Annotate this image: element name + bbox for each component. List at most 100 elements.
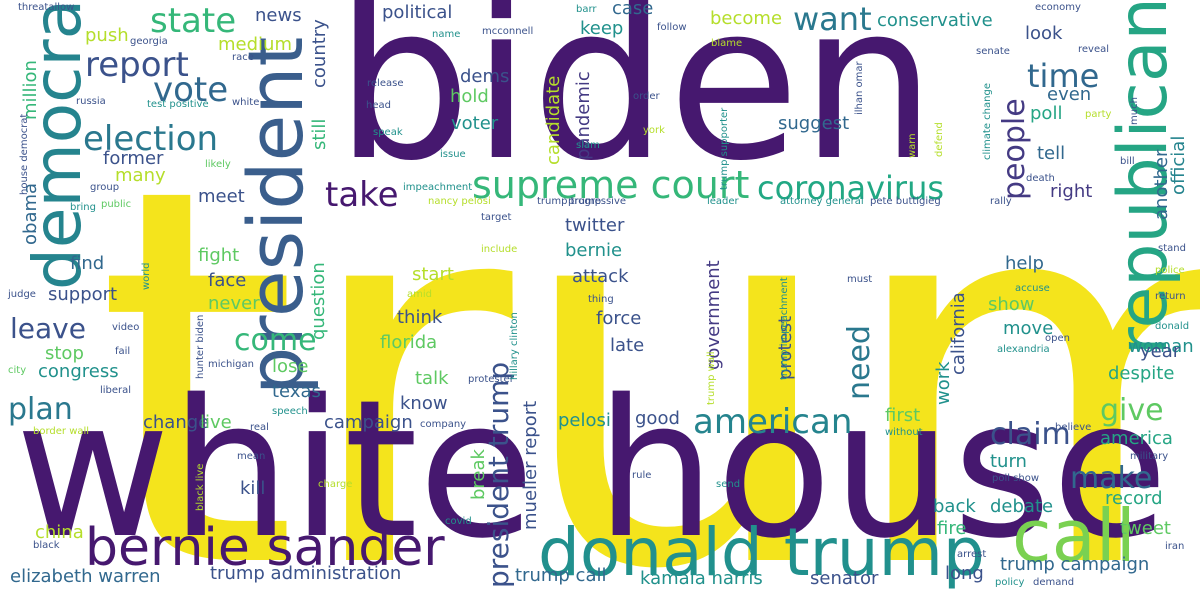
- cloud-word: think: [397, 307, 443, 328]
- cloud-word: china: [35, 522, 84, 543]
- cloud-word: support: [48, 284, 118, 305]
- cloud-word: liberal: [100, 385, 132, 396]
- cloud-word: break: [468, 449, 489, 500]
- cloud-word: barr: [576, 4, 597, 15]
- cloud-word: trump: [95, 77, 1200, 600]
- cloud-word: hold: [450, 86, 489, 107]
- cloud-word: likely: [205, 159, 231, 170]
- cloud-word: russia: [76, 96, 106, 107]
- cloud-word: open: [1045, 333, 1070, 344]
- cloud-word: medium: [218, 34, 292, 55]
- cloud-word: speech: [272, 406, 308, 417]
- cloud-word: pelosi: [558, 410, 611, 431]
- cloud-word: florida: [380, 332, 438, 353]
- cloud-word: hillary clinton: [509, 312, 520, 380]
- cloud-word: debate: [990, 496, 1054, 517]
- cloud-word: policy: [995, 577, 1025, 588]
- cloud-word: rule: [632, 470, 652, 481]
- cloud-word: trump supporter: [719, 107, 730, 190]
- cloud-word: make: [1070, 461, 1153, 496]
- cloud-word: case: [612, 0, 654, 19]
- cloud-word: force: [596, 308, 642, 329]
- cloud-word: tell: [1037, 143, 1066, 164]
- cloud-word: trump trump: [537, 196, 602, 207]
- cloud-word: kill: [240, 478, 266, 499]
- cloud-word: stop: [45, 343, 84, 364]
- cloud-word: include: [481, 244, 518, 255]
- cloud-word: party: [1085, 109, 1112, 120]
- cloud-word: speak: [373, 127, 403, 138]
- cloud-word: house democrat: [19, 113, 30, 195]
- cloud-word: texas: [272, 381, 321, 402]
- cloud-word: state: [150, 1, 237, 41]
- cloud-word: question: [308, 262, 329, 340]
- cloud-word: back: [933, 496, 976, 517]
- cloud-word: without: [885, 427, 923, 438]
- cloud-word: senator: [810, 568, 879, 589]
- cloud-word: follow: [657, 22, 687, 33]
- cloud-word: voter: [451, 113, 499, 134]
- cloud-word: vote: [153, 70, 229, 110]
- cloud-word: defend: [934, 122, 945, 157]
- cloud-word: alexandria: [997, 344, 1050, 355]
- cloud-word: michigan: [208, 359, 254, 370]
- cloud-word: arrest: [957, 549, 987, 560]
- cloud-word: city: [8, 365, 27, 376]
- cloud-word: senate: [976, 46, 1010, 57]
- cloud-word: face: [208, 270, 247, 291]
- cloud-word: donald: [1155, 321, 1190, 332]
- cloud-word: trump impeachment: [779, 277, 790, 380]
- cloud-word: attorney general: [780, 196, 864, 207]
- cloud-word: live: [200, 412, 232, 433]
- cloud-word: trump administration: [210, 563, 402, 584]
- cloud-word: good: [635, 408, 680, 429]
- cloud-word: plan: [8, 392, 73, 427]
- cloud-word: kamala harris: [640, 568, 763, 589]
- cloud-word: million: [20, 60, 41, 120]
- cloud-word: mean: [237, 451, 266, 462]
- cloud-word: race: [232, 52, 254, 63]
- cloud-word: give: [1100, 393, 1164, 428]
- cloud-word: impeachment: [403, 182, 473, 193]
- cloud-word: york: [643, 125, 665, 136]
- cloud-word: push: [85, 25, 129, 46]
- cloud-word: candidate: [543, 75, 564, 165]
- cloud-word: even: [1047, 84, 1092, 105]
- cloud-word: take: [325, 175, 399, 215]
- cloud-word: never: [208, 293, 260, 314]
- cloud-word: fail: [115, 346, 131, 357]
- cloud-word: official: [1168, 135, 1189, 195]
- cloud-word: keep: [580, 18, 624, 39]
- cloud-word: suggest: [778, 113, 850, 134]
- cloud-word: campaign: [324, 412, 413, 433]
- cloud-word: coronavirus: [757, 169, 945, 207]
- cloud-word: attack: [572, 266, 629, 287]
- cloud-word: thing: [588, 294, 614, 305]
- cloud-word: pete buttigieg: [870, 196, 941, 207]
- cloud-word: mueller report: [520, 400, 541, 530]
- cloud-word: black: [33, 540, 60, 551]
- cloud-word: want: [793, 0, 872, 38]
- cloud-word: leader: [707, 196, 739, 207]
- cloud-word: progressive: [568, 196, 627, 207]
- cloud-word: election: [83, 119, 219, 159]
- cloud-word: name: [432, 29, 461, 40]
- cloud-word: economy: [1035, 2, 1081, 13]
- cloud-word: former: [103, 148, 164, 169]
- cloud-word: white house: [15, 359, 1169, 580]
- cloud-word: bernie sander: [85, 518, 445, 578]
- cloud-word: send: [716, 479, 741, 490]
- cloud-word: white: [232, 97, 260, 108]
- cloud-word: military: [1130, 451, 1169, 462]
- cloud-word: biden: [335, 0, 937, 208]
- cloud-word: country: [309, 19, 330, 88]
- cloud-word: first: [885, 405, 921, 426]
- cloud-word: company: [420, 419, 467, 430]
- cloud-word: return: [1155, 291, 1186, 302]
- cloud-word: move: [1003, 318, 1054, 339]
- cloud-word: iran: [1165, 541, 1185, 552]
- cloud-word: nancy pelosi: [428, 196, 491, 207]
- cloud-word: black live: [195, 463, 206, 511]
- cloud-word: test positive: [147, 99, 209, 110]
- cloud-word: bernie: [565, 240, 623, 261]
